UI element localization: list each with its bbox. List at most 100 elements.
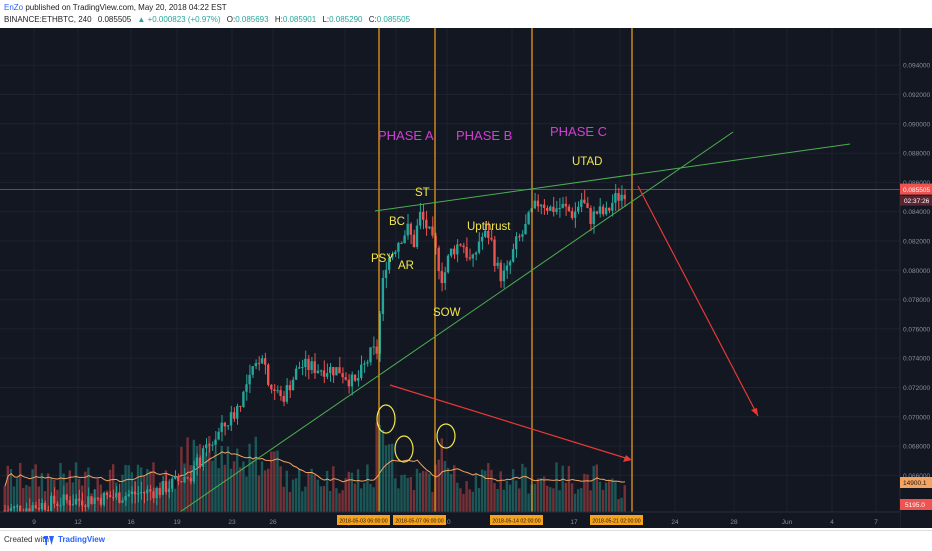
candle-body	[40, 502, 44, 510]
volume-bar	[428, 473, 431, 512]
candle-body	[282, 395, 285, 402]
candle-body	[319, 370, 323, 372]
volume-bar	[276, 450, 279, 512]
volume-ma-tag	[900, 477, 932, 488]
candle-body	[201, 448, 205, 467]
volume-bar	[592, 465, 595, 512]
candle-body	[198, 457, 202, 467]
volume-bar	[394, 478, 397, 512]
volume-bar	[573, 493, 577, 512]
candle-body	[257, 363, 261, 365]
candle-body	[561, 203, 564, 208]
candle-body	[263, 358, 267, 365]
candle-body	[465, 247, 468, 258]
candle-body	[65, 494, 68, 501]
volume-bar	[74, 462, 78, 512]
volume-bar	[223, 464, 226, 512]
candle-body	[353, 374, 357, 381]
volume-bar	[177, 477, 180, 512]
time-tick-label: Jun	[782, 519, 793, 526]
volume-bar	[307, 471, 310, 512]
candle-body	[71, 504, 75, 506]
volume-bar	[236, 448, 239, 512]
price-axis-bg	[900, 28, 932, 528]
candle-body	[260, 358, 264, 364]
candle-body	[356, 378, 360, 381]
footer-brand-link[interactable]: TradingView	[58, 535, 105, 544]
volume-bar	[567, 466, 571, 512]
candle-body	[372, 346, 375, 348]
candle-body	[601, 206, 605, 215]
candle-body	[335, 367, 338, 376]
candle-body	[149, 489, 152, 492]
author-link[interactable]: EnZo	[4, 3, 24, 12]
arrow-head	[623, 455, 632, 462]
candle-body	[391, 254, 394, 258]
time-tick-label: 19	[173, 519, 181, 526]
countdown-tag-text: 02:37:26	[904, 198, 930, 205]
candle-body	[316, 370, 319, 374]
candle-body	[192, 465, 195, 482]
candle-body	[397, 242, 400, 252]
symbol-name[interactable]: BINANCE:ETHBTC, 240	[4, 15, 92, 24]
candle-body	[440, 271, 443, 284]
candle-body	[43, 502, 47, 510]
candle-body	[6, 510, 9, 512]
price-tick-label: 0.078000	[903, 297, 930, 304]
candle-body	[549, 206, 552, 211]
candle-body	[375, 346, 378, 354]
candle-body	[381, 278, 385, 314]
candle-body	[3, 510, 6, 512]
candle-body	[459, 244, 462, 246]
candle-body	[127, 494, 130, 496]
volume-bar	[127, 465, 130, 512]
candle-body	[462, 245, 465, 248]
candle-body	[366, 362, 369, 364]
volume-bar	[298, 468, 301, 512]
candle-body	[74, 498, 78, 505]
candle-body	[546, 207, 549, 211]
volume-bar	[437, 459, 440, 512]
candle-body	[422, 211, 425, 220]
volume-bar	[291, 479, 295, 512]
candle-body	[329, 367, 332, 374]
volume-bar	[260, 461, 264, 512]
time-tick-label: 26	[269, 519, 277, 526]
candle-body	[527, 212, 530, 224]
candle-body	[484, 230, 487, 237]
last-price: 0.085505	[97, 15, 132, 24]
volume-bar	[583, 473, 586, 512]
open-value: 0.085693	[235, 15, 269, 24]
volume-bar	[384, 445, 388, 512]
price-chart[interactable]: PHASE A PHASE B PHASE C PSY BC AR ST SOW Upthrus…	[0, 28, 932, 528]
time-tick-label: 28	[730, 519, 738, 526]
candle-body	[567, 206, 571, 212]
candle-body	[161, 481, 164, 495]
price-axis[interactable]: 0.094000 0.092000 0.090000 0.088000 0.086000…	[899, 28, 932, 528]
volume-bar	[564, 482, 567, 512]
volume-bar	[186, 437, 189, 512]
candle-body	[167, 488, 171, 493]
phase-label: PHASE C	[550, 124, 607, 139]
time-tick-label: 4	[830, 519, 834, 526]
candle-body	[236, 405, 239, 419]
volume-bar	[366, 464, 369, 512]
candle-body	[409, 223, 412, 235]
volume-bar	[161, 481, 164, 512]
volume-highlight-circle	[376, 404, 396, 434]
volume-bar	[397, 488, 400, 512]
candle-body	[592, 211, 595, 225]
price-tick-label: 0.068000	[903, 444, 930, 451]
volume-bar	[201, 467, 205, 512]
candle-body	[428, 226, 431, 229]
time-tick-label: 17	[570, 519, 578, 526]
volume-bar	[245, 476, 248, 512]
volume-bar	[505, 480, 509, 512]
volume-bar	[381, 429, 385, 512]
time-axis[interactable]: 91216192326May7101417212428Jun472018-05-…	[0, 511, 900, 528]
volume-bar	[112, 464, 115, 512]
volume-bar	[105, 490, 109, 512]
volume-bar	[46, 473, 50, 512]
candle-body	[598, 206, 602, 214]
arrow-head	[751, 408, 758, 416]
